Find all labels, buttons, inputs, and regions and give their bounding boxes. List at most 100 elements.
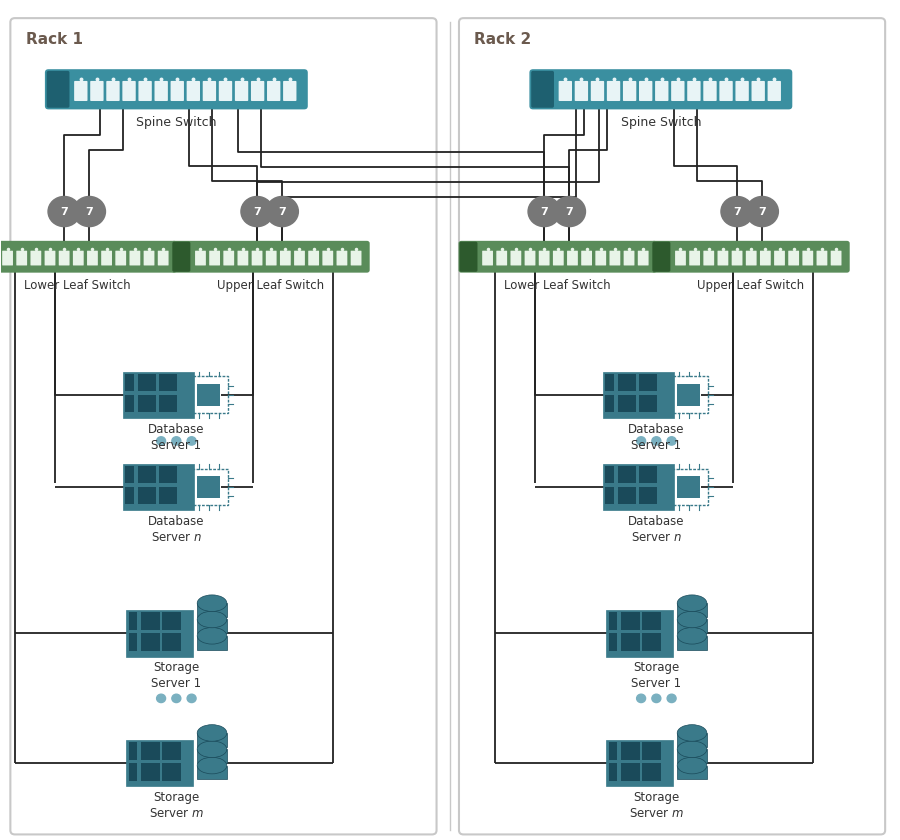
FancyBboxPatch shape <box>172 242 191 272</box>
FancyBboxPatch shape <box>267 81 281 101</box>
Bar <box>129 612 137 630</box>
Text: Lower Leaf Switch: Lower Leaf Switch <box>504 279 611 291</box>
Bar <box>677 603 706 617</box>
FancyBboxPatch shape <box>284 81 296 101</box>
Bar <box>162 764 181 780</box>
FancyBboxPatch shape <box>0 241 176 273</box>
FancyBboxPatch shape <box>529 69 792 109</box>
Ellipse shape <box>677 595 706 612</box>
Bar <box>643 764 662 780</box>
Text: Storage
Server 1: Storage Server 1 <box>151 661 202 690</box>
Bar <box>643 612 662 630</box>
Bar <box>125 395 134 412</box>
FancyBboxPatch shape <box>760 250 770 265</box>
Bar <box>606 611 673 657</box>
Text: Rack 1: Rack 1 <box>25 33 83 47</box>
FancyBboxPatch shape <box>223 250 234 265</box>
Bar <box>602 372 674 418</box>
Bar <box>159 374 177 391</box>
FancyBboxPatch shape <box>87 250 98 265</box>
FancyBboxPatch shape <box>16 250 27 265</box>
FancyBboxPatch shape <box>623 81 636 101</box>
FancyBboxPatch shape <box>655 81 669 101</box>
Circle shape <box>187 694 196 702</box>
Ellipse shape <box>677 741 706 758</box>
FancyBboxPatch shape <box>719 81 733 101</box>
FancyBboxPatch shape <box>675 250 686 265</box>
FancyBboxPatch shape <box>73 250 84 265</box>
Bar <box>125 466 134 483</box>
FancyBboxPatch shape <box>735 81 749 101</box>
Text: 7: 7 <box>60 207 68 217</box>
Circle shape <box>636 694 645 702</box>
Bar <box>125 487 134 505</box>
Ellipse shape <box>197 627 227 644</box>
Bar <box>197 476 220 497</box>
Circle shape <box>172 437 181 445</box>
Bar <box>126 611 194 657</box>
Bar <box>618 395 636 412</box>
Bar <box>189 376 229 413</box>
Ellipse shape <box>197 595 227 612</box>
Bar <box>621 612 640 630</box>
FancyBboxPatch shape <box>732 250 742 265</box>
FancyBboxPatch shape <box>788 250 799 265</box>
Text: Spine Switch: Spine Switch <box>621 116 701 129</box>
FancyBboxPatch shape <box>581 250 592 265</box>
Bar <box>126 740 194 786</box>
Bar <box>677 733 706 747</box>
Ellipse shape <box>677 758 706 774</box>
FancyBboxPatch shape <box>638 250 649 265</box>
FancyBboxPatch shape <box>195 250 206 265</box>
Bar <box>140 633 159 651</box>
Text: Upper Leaf Switch: Upper Leaf Switch <box>217 279 324 291</box>
Text: Upper Leaf Switch: Upper Leaf Switch <box>697 279 804 291</box>
Bar <box>197 603 227 617</box>
Bar <box>606 374 614 391</box>
Ellipse shape <box>677 612 706 627</box>
FancyBboxPatch shape <box>122 81 136 101</box>
Circle shape <box>187 437 196 445</box>
Bar <box>608 612 617 630</box>
Circle shape <box>172 694 181 702</box>
FancyBboxPatch shape <box>531 71 554 108</box>
FancyBboxPatch shape <box>688 81 700 101</box>
FancyBboxPatch shape <box>58 250 69 265</box>
Bar <box>677 619 706 633</box>
Bar <box>197 765 227 780</box>
FancyBboxPatch shape <box>595 250 606 265</box>
FancyBboxPatch shape <box>703 81 716 101</box>
Bar <box>140 764 159 780</box>
Text: Database
Server 1: Database Server 1 <box>148 423 204 452</box>
Text: 7: 7 <box>253 207 261 217</box>
Text: Storage
Server 1: Storage Server 1 <box>631 661 681 690</box>
Bar <box>621 742 640 759</box>
FancyBboxPatch shape <box>139 81 152 101</box>
Bar <box>122 372 194 418</box>
Text: Rack 2: Rack 2 <box>474 33 532 47</box>
FancyBboxPatch shape <box>322 250 333 265</box>
Bar <box>129 742 137 759</box>
FancyBboxPatch shape <box>238 250 248 265</box>
Bar <box>677 749 706 763</box>
Bar <box>643 742 662 759</box>
Ellipse shape <box>677 627 706 644</box>
Text: Database
Server $n$: Database Server $n$ <box>628 515 685 543</box>
Bar <box>608 764 617 780</box>
FancyBboxPatch shape <box>567 250 578 265</box>
FancyBboxPatch shape <box>266 250 276 265</box>
Bar <box>606 395 614 412</box>
Ellipse shape <box>677 725 706 741</box>
Bar <box>621 764 640 780</box>
FancyBboxPatch shape <box>704 250 715 265</box>
Bar <box>162 742 181 759</box>
FancyBboxPatch shape <box>144 250 155 265</box>
Bar <box>602 464 674 510</box>
FancyBboxPatch shape <box>774 250 785 265</box>
Bar <box>140 742 159 759</box>
Circle shape <box>73 197 105 227</box>
FancyBboxPatch shape <box>251 81 265 101</box>
Text: 7: 7 <box>86 207 94 217</box>
Text: 7: 7 <box>540 207 548 217</box>
Circle shape <box>157 694 166 702</box>
